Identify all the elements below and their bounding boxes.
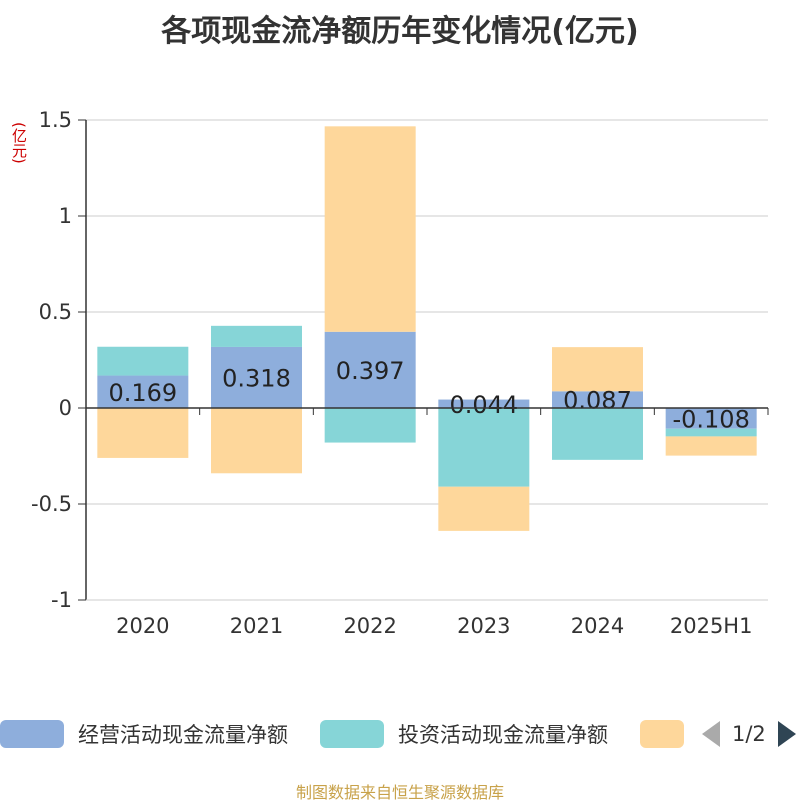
y-tick-label: 0.5 <box>39 300 72 324</box>
y-tick-label: 0 <box>59 396 72 420</box>
bar-series3-2022[interactable] <box>324 126 416 332</box>
x-tick-label: 2022 <box>343 614 396 638</box>
bar-series2-2025H1[interactable] <box>665 428 757 437</box>
y-tick-label: 1.5 <box>39 108 72 132</box>
bar-series3-2025H1[interactable] <box>665 436 757 456</box>
bar-chart: -1 -0.5 0 0.5 1 1.5 0.169 0.318 0.397 0.044 0.087 -… <box>31 108 769 638</box>
legend-swatch-investing <box>320 720 384 748</box>
data-label: 0.397 <box>336 357 405 385</box>
legend-pager: 1/2 <box>702 716 796 752</box>
chart-title: 各项现金流净额历年变化情况(亿元) <box>161 14 639 49</box>
data-label: 0.044 <box>449 391 518 419</box>
x-tick-label: 2023 <box>457 614 510 638</box>
data-label: -0.108 <box>672 405 749 433</box>
data-label: 0.169 <box>108 379 177 407</box>
legend-item-operating[interactable]: 经营活动现金流量净额 <box>0 716 288 752</box>
legend-swatch-operating <box>0 720 64 748</box>
bar-series2-2022[interactable] <box>324 408 416 443</box>
data-label: 0.318 <box>222 364 291 392</box>
legend-label-investing: 投资活动现金流量净额 <box>398 723 608 747</box>
bar-series1-2023[interactable] <box>438 399 530 408</box>
x-tick-label: 2021 <box>230 614 283 638</box>
legend: 经营活动现金流量净额 投资活动现金流量净额 1/2 <box>0 716 800 752</box>
pager-text: 1/2 <box>732 722 766 746</box>
bar-series1-2020[interactable] <box>97 375 189 408</box>
pager-prev-icon[interactable] <box>702 721 720 747</box>
bar-series1-2021[interactable] <box>211 346 302 408</box>
pager-next-icon[interactable] <box>777 721 796 747</box>
legend-item-investing[interactable]: 投资活动现金流量净额 <box>320 716 608 752</box>
bar-series3-2021[interactable] <box>211 408 302 474</box>
source-note: 制图数据来自恒生聚源数据库 <box>295 783 504 802</box>
y-axis-unit-label: (亿元) <box>10 122 28 164</box>
x-tick-label: 2024 <box>571 614 624 638</box>
legend-label-operating: 经营活动现金流量净额 <box>78 723 288 747</box>
bar-series2-2021[interactable] <box>211 325 302 347</box>
bar-series1-2024[interactable] <box>552 391 643 408</box>
bar-series2-2024[interactable] <box>552 408 643 460</box>
bar-series3-2020[interactable] <box>97 408 189 458</box>
bar-series1-2022[interactable] <box>324 331 416 408</box>
x-tick-label: 2025H1 <box>670 614 753 638</box>
bar-series2-2020[interactable] <box>97 346 189 376</box>
y-tick-label: 1 <box>59 204 72 228</box>
bar-series3-2023[interactable] <box>438 486 530 531</box>
y-tick-label: -0.5 <box>31 492 72 516</box>
x-tick-label: 2020 <box>116 614 169 638</box>
bar-series1-2025H1[interactable] <box>665 408 757 429</box>
bar-series2-2023[interactable] <box>438 408 530 487</box>
bar-series3-2024[interactable] <box>552 347 643 392</box>
data-label: 0.087 <box>563 387 632 415</box>
legend-swatch-third <box>640 720 684 748</box>
y-tick-label: -1 <box>51 588 72 612</box>
legend-item-third[interactable] <box>640 716 684 752</box>
